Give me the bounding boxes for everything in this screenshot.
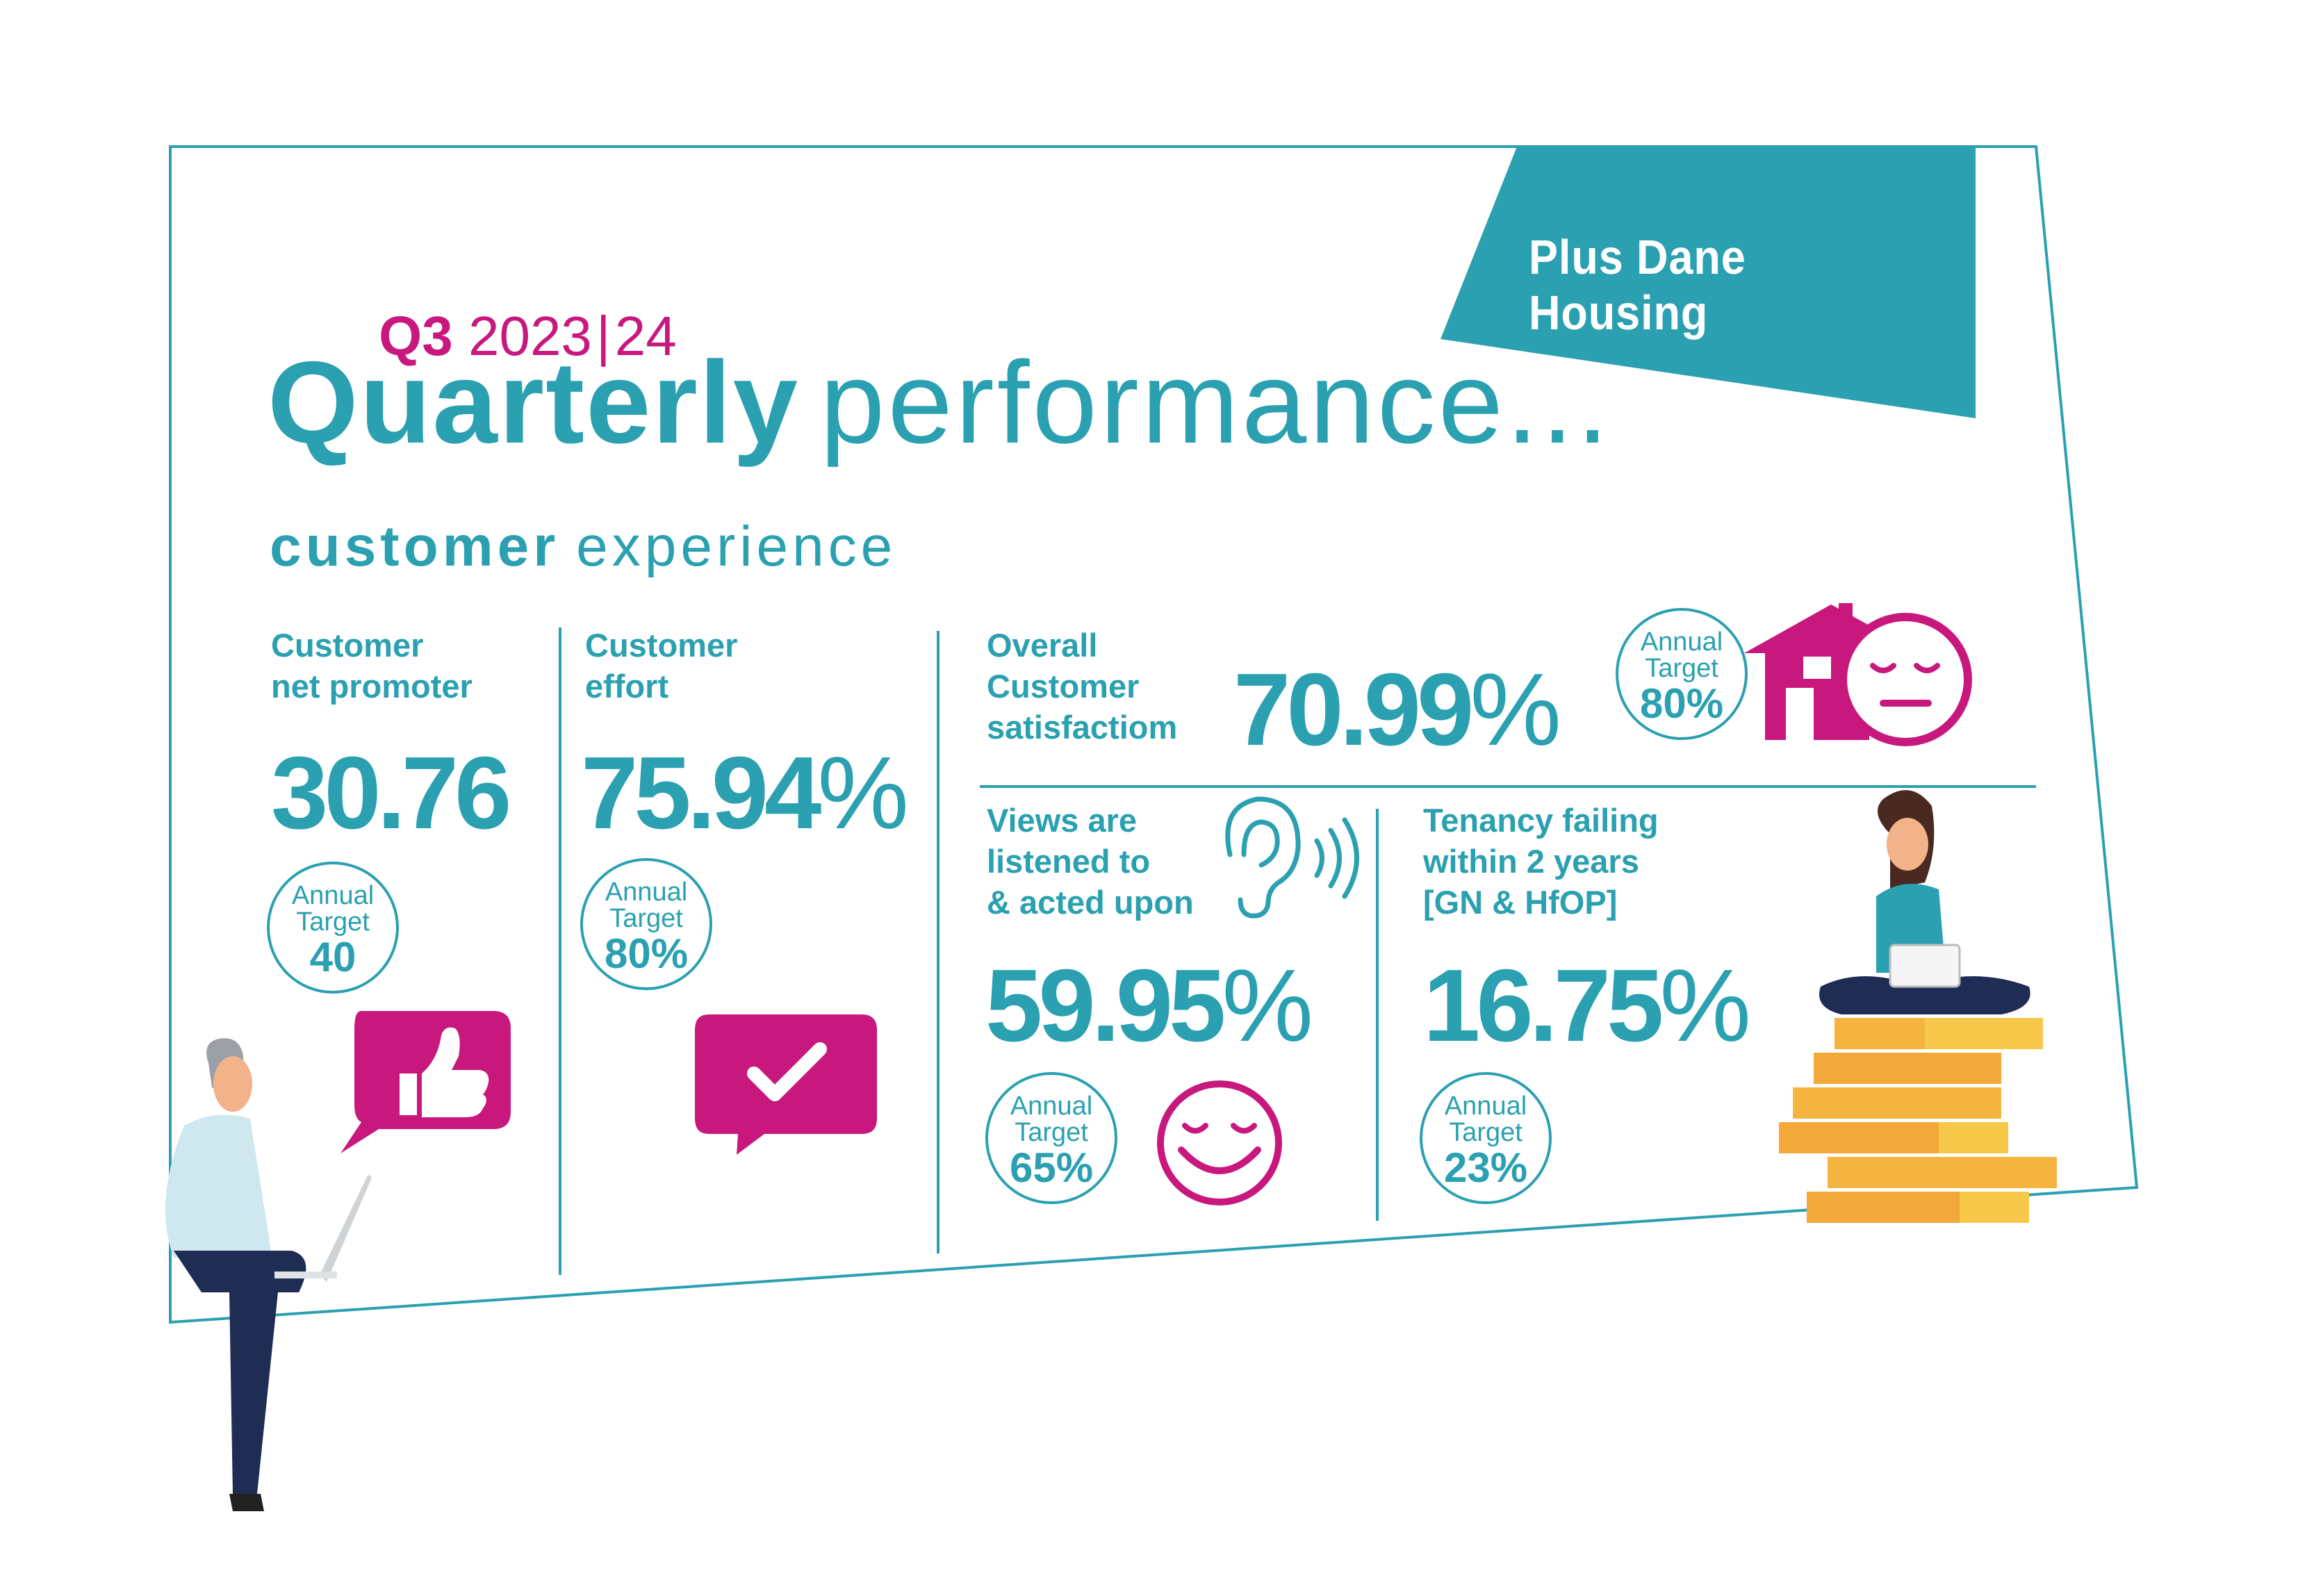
subtitle-light: experience [576, 515, 897, 578]
kpi-satisfaction-target: Annual Target 80% [1616, 608, 1748, 740]
period-year-end: 24 [614, 305, 677, 367]
period-separator: | [596, 305, 611, 367]
thumbs-up-icon [340, 1011, 511, 1153]
kpi-net-promoter-label: Customer net promoter [271, 627, 473, 705]
smiley-face-icon [1157, 1080, 1282, 1206]
subtitle-bold: customer [270, 515, 560, 578]
organisation-name: Plus Dane Housing [1529, 230, 1746, 340]
kpi-tenancy-target: Annual Target 23% [1420, 1072, 1552, 1204]
kpi-tenancy-value: 16.75% [1423, 948, 1751, 1063]
period-label: Q3 2023|24 [379, 304, 677, 368]
house-neutral-face-icon [1744, 603, 1972, 746]
kpi-tenancy-label: Tenancy failing within 2 years [GN & HfO… [1423, 802, 1659, 921]
banner-shape [1441, 147, 1976, 418]
section-subtitle: customer experience [270, 514, 896, 579]
kpi-satisfaction-label: Overall Customer satisfactiom [987, 627, 1178, 746]
title-bold: Quarterly [268, 337, 799, 468]
kpi-views-label: Views are listened to & acted upon [987, 802, 1194, 921]
kpi-views-target: Annual Target 65% [985, 1072, 1117, 1204]
coin-stack-illustration [1779, 790, 2057, 1223]
man-with-laptop-illustration [165, 1038, 372, 1511]
title-light: performance... [819, 337, 1612, 468]
period-quarter: Q3 [379, 305, 453, 367]
kpi-effort-target: Annual Target 80% [580, 858, 712, 990]
kpi-views-value: 59.95% [985, 948, 1313, 1063]
kpi-effort-value: 75.94% [581, 736, 909, 850]
ear-icon [1225, 796, 1359, 919]
kpi-effort-label: Customer effort [585, 627, 738, 705]
period-year-start: 2023 [468, 305, 592, 367]
kpi-satisfaction-value: 70.99% [1233, 652, 1561, 767]
checkmark-chat-icon [695, 1014, 877, 1155]
kpi-net-promoter-value: 30.76 [271, 736, 511, 850]
kpi-net-promoter-target: Annual Target 40 [267, 862, 399, 994]
page-title: Quarterly performance... [268, 344, 1611, 461]
